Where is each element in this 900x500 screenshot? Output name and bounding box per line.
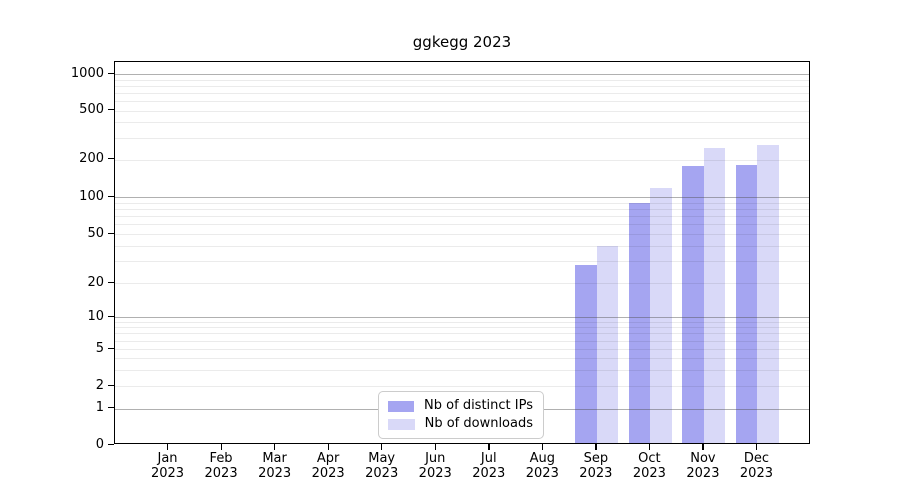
gridline-minor-5	[115, 349, 809, 350]
y-tick-10	[108, 315, 114, 317]
legend-swatch-distinct-ips	[388, 400, 415, 412]
y-tick-1000	[108, 72, 114, 74]
y-tick-label-1000: 1000	[70, 65, 104, 81]
bar-nb-of-downloads-dec	[757, 145, 779, 443]
y-tick-label-500: 500	[79, 102, 104, 117]
gridline-minor-40	[115, 245, 809, 247]
gridline-minor-7	[115, 333, 809, 335]
bar-nb-of-downloads-nov	[703, 147, 726, 443]
gridline-minor-20	[115, 283, 809, 284]
bar-nb-of-distinct-ips-sep	[575, 265, 597, 443]
x-tick-jul	[488, 444, 490, 450]
x-tick-mar	[274, 444, 276, 450]
y-tick-50	[108, 232, 114, 234]
legend: Nb of distinct IPs Nb of downloads	[378, 391, 544, 439]
y-tick-0	[108, 443, 114, 445]
y-tick-label-10: 10	[87, 308, 104, 324]
y-tick-1	[108, 407, 114, 409]
bar-nb-of-distinct-ips-dec	[735, 164, 758, 443]
y-tick-100	[108, 195, 114, 197]
x-tick-dec	[755, 444, 758, 450]
legend-item-downloads: Nb of downloads	[388, 417, 533, 431]
gridline-minor-90	[115, 202, 809, 204]
legend-label-distinct-ips: Nb of distinct IPs	[424, 398, 533, 413]
x-tick-label-jan: Jan 2023	[150, 451, 185, 481]
x-tick-aug	[541, 444, 544, 450]
y-tick-500	[108, 109, 114, 111]
gridline-minor-70	[115, 216, 809, 218]
gridline-minor-60	[115, 224, 809, 226]
x-tick-nov	[702, 444, 704, 450]
gridline-minor-900	[115, 79, 809, 81]
x-tick-label-feb: Feb 2023	[204, 451, 238, 481]
x-tick-sep	[595, 444, 597, 450]
x-tick-jun	[434, 444, 437, 450]
x-tick-label-mar: Mar 2023	[258, 451, 292, 481]
gridline-minor-600	[115, 100, 809, 102]
y-tick-label-200: 200	[79, 151, 104, 166]
y-tick-2	[108, 384, 114, 386]
gridline-minor-30	[115, 261, 809, 263]
gridline-minor-2	[115, 386, 809, 387]
gridline-minor-6	[115, 340, 809, 342]
gridline-major-1000	[115, 74, 809, 75]
gridline-minor-50	[115, 234, 809, 235]
y-tick-20	[108, 281, 114, 283]
gridline-minor-4	[115, 358, 809, 359]
x-tick-label-apr: Apr 2023	[311, 451, 345, 481]
gridline-minor-200	[115, 159, 809, 161]
y-tick-label-20: 20	[87, 274, 104, 290]
x-tick-may	[381, 444, 383, 450]
gridline-minor-9	[115, 321, 809, 323]
y-tick-label-0: 0	[95, 436, 104, 452]
y-tick-200	[108, 158, 114, 160]
bar-nb-of-downloads-sep	[596, 245, 619, 443]
gridline-minor-700	[115, 92, 809, 94]
x-tick-feb	[220, 444, 222, 450]
y-tick-label-2: 2	[95, 377, 104, 393]
gridline-minor-8	[115, 327, 809, 329]
gridline-minor-3	[115, 369, 809, 371]
bar-nb-of-distinct-ips-oct	[628, 203, 651, 443]
gridline-minor-800	[115, 85, 809, 87]
legend-label-downloads: Nb of downloads	[424, 416, 533, 431]
x-tick-apr	[327, 444, 329, 450]
x-tick-label-may: May 2023	[365, 451, 399, 481]
x-tick-label-aug: Aug 2023	[525, 451, 559, 481]
bar-nb-of-downloads-oct	[650, 188, 672, 443]
gridline-major-10	[115, 317, 809, 318]
x-tick-label-jun: Jun 2023	[418, 451, 452, 481]
x-tick-jan	[167, 444, 169, 450]
x-tick-label-nov: Nov 2023	[686, 451, 720, 481]
y-tick-label-5: 5	[95, 340, 104, 356]
y-tick-label-1: 1	[95, 400, 104, 415]
chart-title: ggkegg 2023	[412, 33, 512, 51]
plot-area	[114, 61, 810, 444]
x-tick-label-dec: Dec 2023	[739, 451, 773, 481]
legend-swatch-downloads	[388, 418, 415, 430]
x-tick-label-oct: Oct 2023	[632, 451, 666, 481]
gridline-major-100	[115, 197, 809, 198]
y-tick-5	[108, 347, 114, 349]
x-tick-label-sep: Sep 2023	[579, 451, 613, 481]
legend-item-distinct-ips: Nb of distinct IPs	[388, 399, 533, 413]
gridline-minor-500	[115, 110, 809, 112]
gridline-minor-80	[115, 208, 809, 210]
gridline-minor-400	[115, 122, 809, 124]
y-tick-label-50: 50	[87, 225, 104, 241]
gridline-minor-300	[115, 137, 809, 139]
bar-nb-of-distinct-ips-nov	[682, 165, 704, 443]
y-tick-label-100: 100	[79, 188, 104, 204]
x-tick-label-jul: Jul 2023	[472, 451, 506, 481]
x-tick-oct	[648, 444, 651, 450]
